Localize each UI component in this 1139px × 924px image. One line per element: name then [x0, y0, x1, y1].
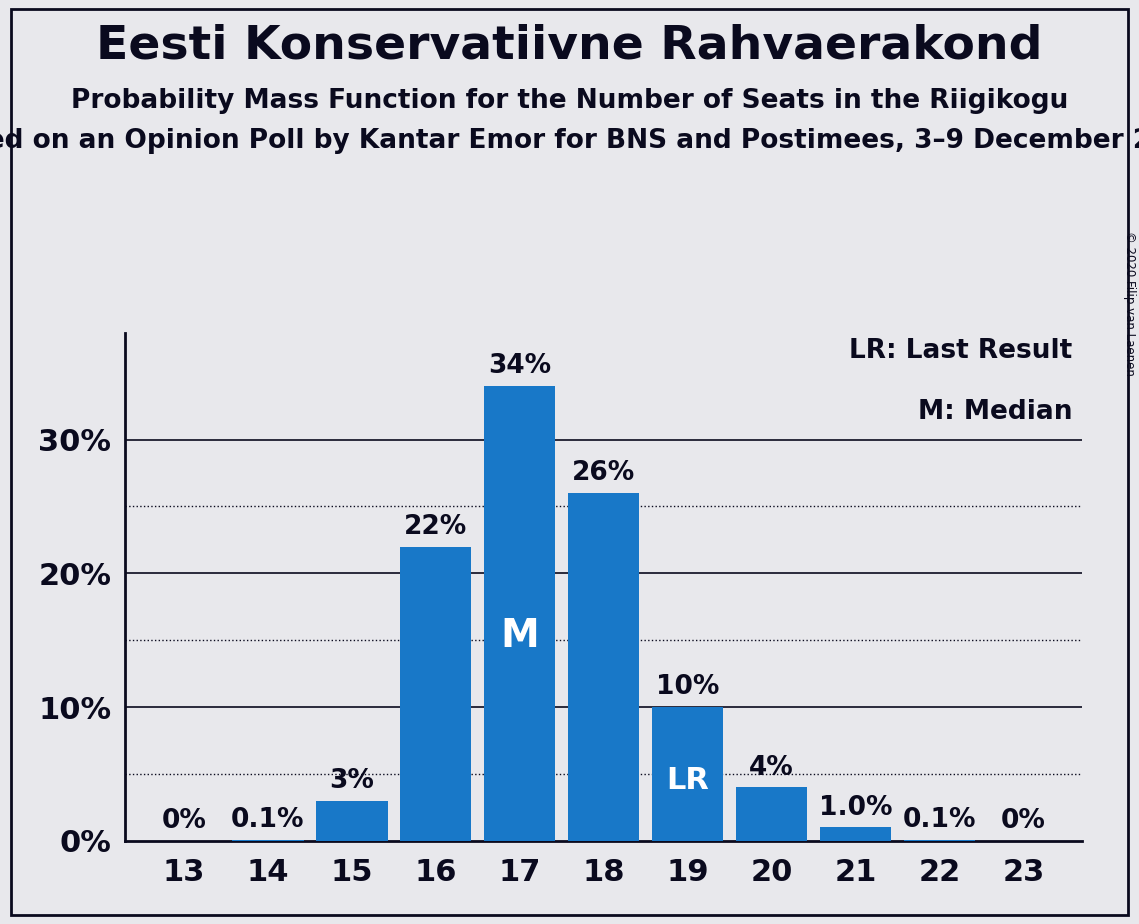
Text: 3%: 3%: [329, 768, 375, 794]
Bar: [400, 547, 472, 841]
Text: Eesti Konservatiivne Rahvaerakond: Eesti Konservatiivne Rahvaerakond: [97, 23, 1042, 68]
Bar: [232, 840, 304, 841]
Text: 0%: 0%: [1001, 808, 1046, 834]
Bar: [484, 386, 556, 841]
Text: 10%: 10%: [656, 675, 720, 700]
Text: 4%: 4%: [749, 755, 794, 781]
Text: LR: Last Result: LR: Last Result: [850, 337, 1073, 364]
Text: 34%: 34%: [489, 354, 551, 380]
Text: Probability Mass Function for the Number of Seats in the Riigikogu: Probability Mass Function for the Number…: [71, 88, 1068, 114]
Text: 0.1%: 0.1%: [231, 807, 305, 833]
Bar: [568, 493, 639, 841]
Text: 26%: 26%: [572, 460, 636, 486]
Bar: [652, 707, 723, 841]
Text: 0.1%: 0.1%: [902, 807, 976, 833]
Bar: [820, 828, 891, 841]
Bar: [736, 787, 808, 841]
Text: © 2020 Filip van Laenen: © 2020 Filip van Laenen: [1123, 231, 1137, 376]
Bar: [317, 801, 387, 841]
Text: 1.0%: 1.0%: [819, 795, 892, 821]
Bar: [903, 840, 975, 841]
Text: M: M: [500, 617, 539, 655]
Text: 0%: 0%: [162, 808, 206, 834]
Text: LR: LR: [666, 766, 710, 796]
Text: M: Median: M: Median: [918, 399, 1073, 425]
Text: Based on an Opinion Poll by Kantar Emor for BNS and Postimees, 3–9 December 2020: Based on an Opinion Poll by Kantar Emor …: [0, 128, 1139, 153]
Text: 22%: 22%: [404, 514, 467, 540]
